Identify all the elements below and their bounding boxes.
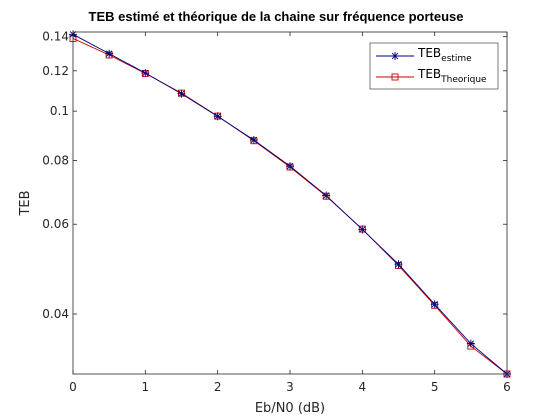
- legend-marker: [391, 73, 399, 81]
- y-tick-label: 0.12: [42, 64, 69, 78]
- x-tick-label: 5: [431, 380, 439, 394]
- series-estime: [69, 30, 511, 378]
- data-point: [358, 225, 367, 234]
- legend-label-subscript: estime: [441, 54, 472, 64]
- data-point: [286, 162, 294, 171]
- data-point: [213, 112, 222, 121]
- x-tick-label: 1: [142, 380, 150, 394]
- legend-box: [369, 42, 499, 90]
- x-tick-label: 3: [286, 380, 294, 394]
- y-tick-label: 0.14: [42, 30, 69, 44]
- data-point: [394, 260, 403, 269]
- data-point: [105, 49, 114, 58]
- data-point: [141, 69, 150, 78]
- y-tick-label: 0.04: [42, 307, 69, 321]
- y-axis-label: TEB: [18, 190, 33, 216]
- chart-title: TEB estimé et théorique de la chaine sur…: [89, 9, 464, 24]
- legend-marker: [391, 52, 399, 60]
- series-layer: [69, 30, 511, 378]
- data-point: [430, 300, 439, 309]
- plot-border: [72, 31, 508, 375]
- axis-ticks: 0 1 2 3 4 5 6 0.04 0.06 0.08 0.1 0.12 0.14: [42, 30, 511, 394]
- x-tick-label: 0: [69, 380, 77, 394]
- data-point: [322, 191, 331, 200]
- y-tick-label: 0.1: [50, 104, 69, 118]
- legend-label-subscript: Theorique: [440, 75, 487, 85]
- data-point: [249, 135, 258, 144]
- y-tick-label: 0.08: [42, 154, 69, 168]
- data-point: [177, 89, 186, 98]
- y-tick-label: 0.06: [42, 217, 69, 231]
- x-tick-label: 2: [214, 380, 222, 394]
- x-tick-label: 4: [359, 380, 367, 394]
- x-tick-label: 6: [503, 380, 511, 394]
- x-axis-label: Eb/N0 (dB): [255, 401, 325, 416]
- data-point: [466, 339, 475, 348]
